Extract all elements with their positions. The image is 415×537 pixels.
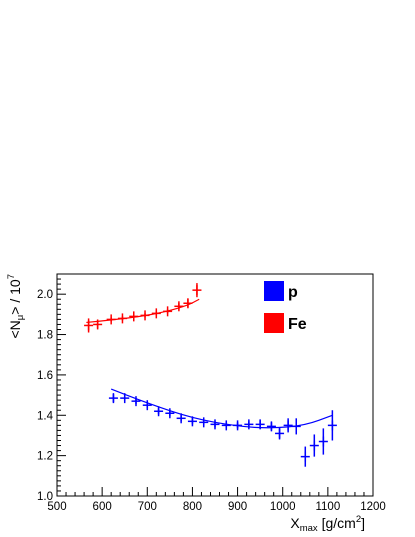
p-data-point — [327, 410, 337, 441]
p-legend-label: p — [288, 284, 298, 301]
p-data-point — [309, 434, 319, 457]
Fe-legend-label: Fe — [288, 316, 307, 333]
x-tick-label: 900 — [228, 501, 247, 513]
y-axis-title: <Nμ> / 107 — [6, 274, 26, 339]
Fe-data-point — [129, 311, 139, 322]
x-tick-labels: 500 600 700 800 900 1000 1100 1200 — [47, 501, 385, 513]
p-data-point — [244, 419, 254, 430]
p-data-point — [291, 418, 301, 435]
p-fit-curve — [110, 388, 333, 429]
p-data-point — [154, 406, 164, 417]
data-points — [84, 283, 337, 467]
Fe-fit-curve — [86, 298, 200, 324]
p-data-point — [266, 421, 276, 432]
y-tick-label: 1.8 — [37, 330, 53, 342]
axis-titles: Xmax [g/cm2] <Nμ> / 107 — [6, 274, 365, 534]
p-data-point — [120, 393, 130, 404]
y-tick-label: 1.0 — [37, 491, 53, 503]
x-tick-label: 1200 — [360, 501, 386, 513]
p-data-point — [300, 446, 310, 467]
x-tick-label: 700 — [138, 501, 157, 513]
p-data-point — [199, 417, 209, 428]
x-tick-label: 500 — [47, 501, 66, 513]
p-data-point — [283, 418, 293, 433]
Fe-data-point — [174, 301, 184, 312]
Fe-data-point — [117, 313, 127, 324]
y-tick-label: 1.2 — [37, 451, 53, 463]
p-data-point — [131, 396, 141, 407]
Fe-data-point — [183, 298, 193, 309]
p-data-point — [165, 408, 175, 419]
p-data-point — [210, 419, 220, 430]
p-data-point — [187, 416, 197, 427]
Fe-data-point — [93, 319, 103, 330]
p-data-point — [142, 400, 152, 411]
ticks — [56, 273, 374, 497]
y-tick-labels: 1.0 1.2 1.4 1.6 1.8 2.0 — [37, 289, 54, 503]
y-tick-label: 2.0 — [37, 289, 53, 301]
p-data-point — [233, 420, 243, 431]
p-data-point — [255, 419, 265, 430]
p-data-point — [176, 413, 186, 424]
y-tick-label: 1.6 — [37, 370, 53, 382]
p-data-point — [221, 420, 231, 431]
Fe-data-point — [106, 314, 116, 325]
Fe-data-point — [192, 283, 202, 298]
y-tick-label: 1.4 — [37, 410, 54, 422]
x-tick-label: 600 — [93, 501, 112, 513]
x-tick-label: 1000 — [270, 501, 296, 513]
x-tick-label: 800 — [183, 501, 202, 513]
Fe-data-point — [151, 308, 161, 319]
p-legend-swatch — [264, 281, 284, 301]
x-axis-title: Xmax [g/cm2] — [290, 514, 365, 534]
Fe-data-point — [163, 306, 173, 317]
p-data-point — [318, 428, 328, 455]
Fe-data-point — [84, 318, 94, 333]
p-data-point — [108, 393, 118, 404]
Fe-legend-swatch — [264, 313, 284, 333]
frame — [56, 273, 374, 497]
legend: p Fe — [264, 281, 307, 333]
Fe-data-point — [140, 310, 150, 321]
p-data-point — [275, 427, 285, 440]
x-tick-label: 1100 — [315, 501, 340, 513]
